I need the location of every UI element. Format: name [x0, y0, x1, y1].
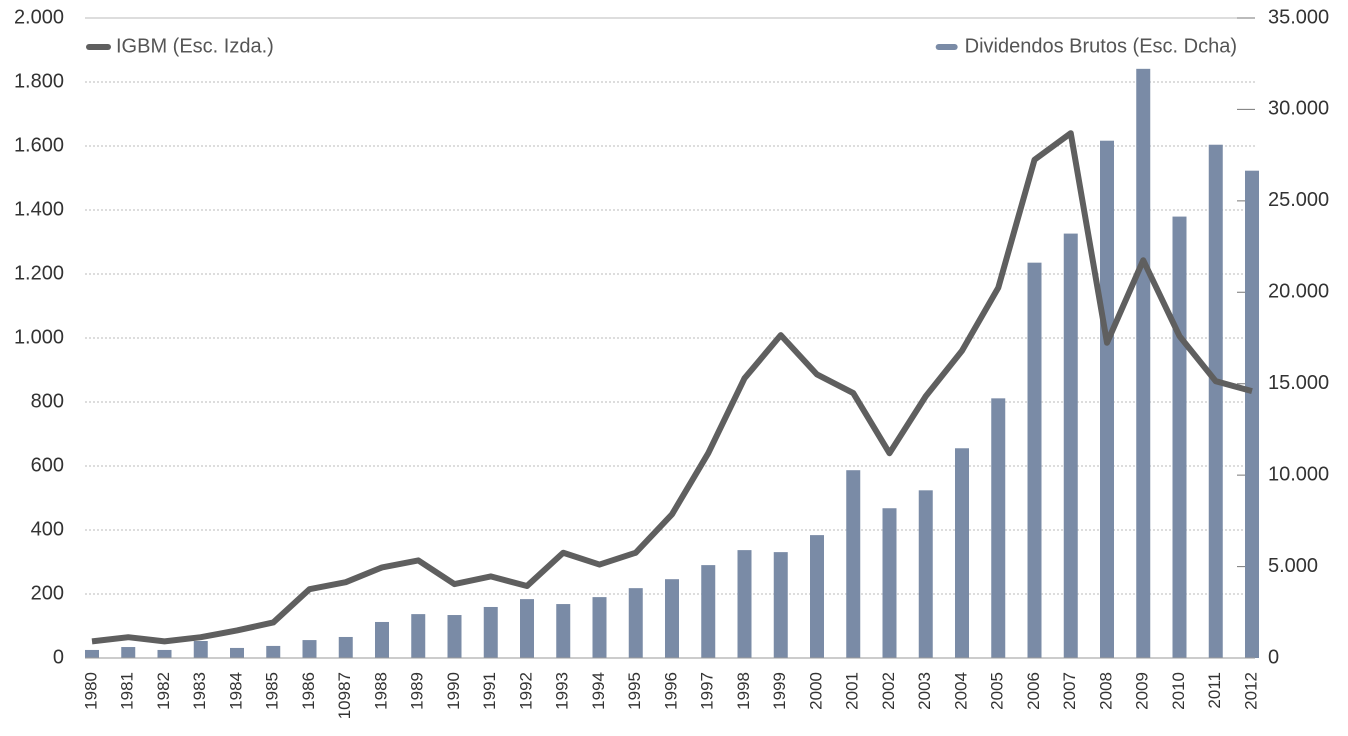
- x-tick-label: 1986: [299, 672, 318, 710]
- y2-tick-label: 0: [1268, 646, 1279, 668]
- bar: [810, 535, 824, 658]
- bar: [266, 645, 281, 658]
- bar: [302, 640, 317, 658]
- bar: [121, 647, 136, 658]
- y2-tick-label: 10.000: [1268, 463, 1329, 485]
- x-tick-label: 1988: [371, 672, 390, 710]
- x-tick-label: 1984: [226, 672, 245, 710]
- bar: [628, 588, 643, 658]
- x-tick-label: 1990: [444, 672, 463, 710]
- x-tick-label: 1980: [81, 672, 100, 710]
- bar: [483, 606, 498, 658]
- x-tick-label: 1985: [263, 672, 282, 710]
- legend-label: IGBM (Esc. Izda.): [116, 35, 274, 57]
- x-tick-label: 2009: [1133, 672, 1152, 710]
- y2-tick-label: 30.000: [1268, 98, 1329, 120]
- x-tick-label: 1998: [734, 672, 753, 710]
- bar: [1245, 170, 1259, 658]
- y-tick-label: 400: [31, 518, 64, 540]
- x-tick-label: 2001: [843, 672, 862, 710]
- x-tick-label: 1993: [553, 672, 572, 710]
- bar: [1172, 216, 1187, 658]
- bar: [991, 398, 1006, 658]
- y-tick-label: 600: [31, 454, 64, 476]
- x-tick-label: 1995: [625, 672, 644, 710]
- x-tick-label: 1989: [408, 672, 427, 710]
- x-tick-label: 2007: [1060, 672, 1079, 710]
- y-tick-label: 200: [31, 582, 64, 604]
- bar: [1136, 68, 1151, 658]
- x-tick-label: 2012: [1241, 672, 1260, 710]
- y-tick-label: 2.000: [14, 6, 64, 28]
- x-tick-label: 10987: [335, 672, 354, 719]
- bar: [338, 636, 353, 658]
- bar: [1027, 262, 1042, 658]
- bar: [447, 615, 462, 658]
- bar: [556, 604, 571, 658]
- bar: [1208, 144, 1223, 659]
- bar: [773, 552, 788, 658]
- y-tick-label: 1.600: [14, 134, 64, 156]
- bar: [411, 614, 426, 658]
- x-tick-label: 2005: [988, 672, 1007, 710]
- line: [91, 130, 1253, 645]
- x-tick-label: 2011: [1205, 672, 1224, 709]
- bar: [230, 647, 244, 658]
- bar: [918, 490, 933, 658]
- bar: [701, 565, 716, 658]
- x-tick-label: 1982: [154, 672, 173, 710]
- y-tick-label: 1.000: [14, 326, 64, 348]
- bar: [85, 649, 99, 658]
- x-tick-label: 1992: [516, 672, 535, 710]
- bar: [193, 640, 208, 658]
- y-tick-label: 800: [31, 390, 64, 412]
- y2-tick-label: 35.000: [1268, 6, 1329, 28]
- legend-label: Dividendos Brutos (Esc. Dcha): [965, 35, 1237, 57]
- x-tick-label: 2000: [806, 672, 825, 710]
- bar: [375, 621, 389, 658]
- x-tick-label: 2002: [879, 672, 898, 710]
- bar: [665, 579, 679, 658]
- x-tick-label: 1996: [661, 672, 680, 710]
- x-tick-label: 1983: [190, 672, 209, 710]
- y2-tick-label: 15.000: [1268, 372, 1329, 394]
- x-tick-label: 2010: [1169, 672, 1188, 710]
- x-tick-label: 1981: [118, 672, 137, 710]
- y-tick-label: 1.800: [14, 70, 64, 92]
- bar: [882, 508, 897, 658]
- y-tick-label: 1.200: [14, 262, 64, 284]
- bar: [955, 448, 969, 658]
- x-tick-label: 2006: [1024, 672, 1043, 710]
- bar: [520, 599, 534, 658]
- bar: [1063, 233, 1078, 659]
- x-tick-label: 2004: [951, 672, 970, 710]
- x-tick-label: 2008: [1096, 672, 1115, 710]
- bar: [1100, 140, 1114, 658]
- bar: [737, 550, 752, 658]
- x-tick-label: 1999: [770, 672, 789, 710]
- bar: [592, 597, 607, 658]
- bar: [157, 649, 172, 658]
- bar: [846, 470, 861, 658]
- x-tick-label: 1991: [480, 672, 499, 710]
- y2-tick-label: 25.000: [1268, 189, 1329, 211]
- y-tick-label: 1.400: [14, 198, 64, 220]
- x-tick-label: 1997: [698, 672, 717, 710]
- y2-tick-label: 5.000: [1268, 555, 1318, 577]
- x-tick-label: 2003: [915, 672, 934, 710]
- y-tick-label: 0: [53, 646, 64, 668]
- y2-tick-label: 20.000: [1268, 281, 1329, 303]
- x-tick-label: 1994: [589, 672, 608, 710]
